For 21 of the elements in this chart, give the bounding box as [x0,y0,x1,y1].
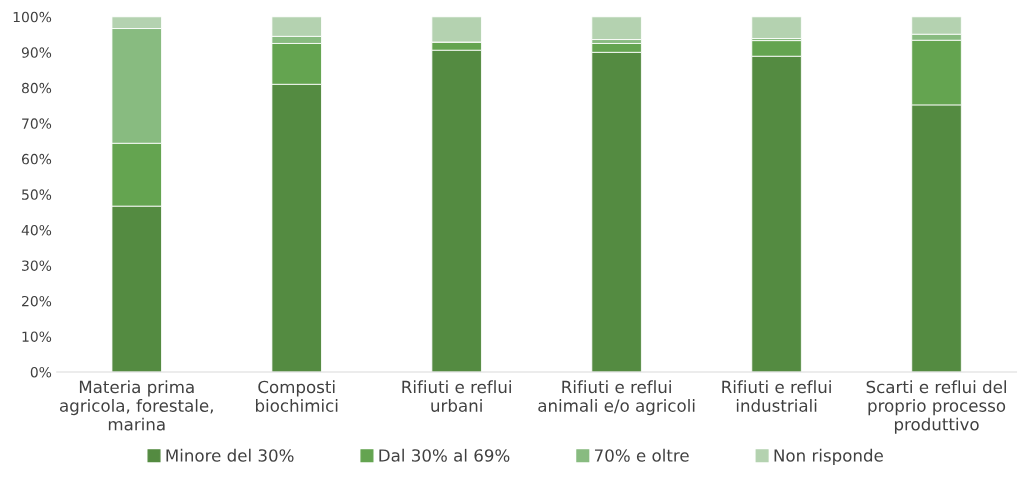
legend-label: Dal 30% al 69% [379,448,510,462]
legend-label: Minore del 30% [166,448,294,462]
y-tick-label: 40% [21,224,52,236]
y-tick-label: 90% [21,47,52,58]
y-tick-label: 80% [21,82,52,94]
y-tick-label: 0% [30,366,52,378]
x-tick-label: Composti biochimici [256,380,338,412]
y-tick-label: 20% [22,295,52,307]
x-tick-label: Rifiuti e reflui animali e/o agricoli [538,380,695,416]
y-tick-label: 70% [22,118,52,129]
x-tick-label: Scarti e reflui del proprio processo produttivo [866,380,1006,434]
x-tick-label: Rifiuti e reflui urbani [402,380,511,412]
y-tick-label: 30% [22,260,52,271]
legend-label: Non risponde [774,448,883,465]
y-tick-label: 60% [22,153,52,165]
x-tick-label: Materia prima agricola, forestale, marina [60,380,213,431]
y-tick-label: 50% [22,189,52,200]
y-tick-label: 100% [13,11,52,23]
x-tick-label: Rifiuti e reflui industriali [722,380,831,412]
y-tick-label: 10% [22,331,52,342]
legend-label: 70% e oltre [594,448,689,462]
